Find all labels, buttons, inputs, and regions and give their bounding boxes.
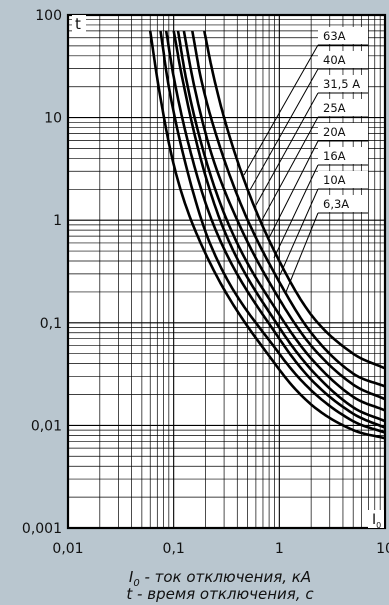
y-axis-symbol-bg	[72, 15, 86, 32]
x-axis-symbol-letter: I	[372, 512, 376, 528]
curve-25a	[176, 30, 386, 412]
y-axis-symbol: t	[75, 15, 81, 33]
y-tick-label: 0,01	[31, 418, 62, 434]
series-label-40a-leader	[249, 68, 319, 191]
curve-31-5-a	[182, 30, 386, 401]
series-label-25a-leader	[261, 116, 319, 221]
series-label-20a-leader	[267, 140, 319, 241]
series-label-10a-bg	[318, 171, 368, 188]
series-label-20a: 20A	[323, 125, 346, 139]
series-label-16a-leader	[273, 164, 319, 259]
series-label-10a: 10A	[323, 173, 346, 187]
series-label-6-3a-bg	[318, 195, 368, 212]
series-label-31-5-a-bg	[318, 75, 368, 92]
curve-10a	[159, 30, 386, 434]
y-tick-label: 1	[53, 213, 62, 229]
x-caption-letter: I	[129, 568, 134, 586]
y-tick-label: 0,1	[40, 316, 62, 332]
y-axis-caption: t - время отключения, с	[126, 585, 314, 603]
series-label-6-3a-leader	[285, 212, 319, 293]
curve-40a	[191, 30, 386, 388]
curve-63a	[203, 30, 386, 370]
curve-16a	[164, 30, 386, 429]
series-label-16a: 16A	[323, 149, 346, 163]
x-caption-sub: 0	[133, 578, 139, 589]
series-label-20a-bg	[318, 123, 368, 140]
plot-frame	[66, 13, 387, 530]
series-label-25a: 25A	[323, 101, 346, 115]
x-tick-label: 10	[376, 541, 389, 557]
curve-6-3a	[148, 30, 386, 440]
series-label-31-5-a-leader	[255, 92, 319, 206]
x-tick-label: 1	[275, 541, 284, 557]
series-label-63a-leader	[243, 44, 319, 176]
curves	[148, 30, 386, 440]
curve-20a	[172, 30, 386, 423]
series-label-16a-bg	[318, 147, 368, 164]
series-label-40a: 40A	[323, 53, 346, 67]
series-label-10a-leader	[279, 188, 319, 276]
y-tick-label: 0,001	[22, 521, 62, 537]
x-axis-symbol: I0	[372, 512, 381, 530]
series-label-63a: 63A	[323, 29, 346, 43]
tick-labels: 0,01 0,1 1 10 0,001 0,01 0,1 1 10 100	[22, 8, 389, 557]
series-label-31-5-a: 31,5 A	[323, 77, 360, 91]
series-label-6-3a: 6,3A	[323, 197, 349, 211]
series-label-40a-bg	[318, 51, 368, 68]
series-label-63a-bg	[318, 27, 368, 44]
y-tick-label: 100	[35, 8, 62, 24]
x-axis-symbol-bg	[368, 510, 384, 528]
x-tick-label: 0,01	[52, 541, 83, 557]
x-caption-text: - ток отключения, кА	[140, 568, 311, 586]
y-tick-label: 10	[44, 111, 62, 127]
x-axis-symbol-sub: 0	[376, 521, 381, 530]
series-label-25a-bg	[318, 99, 368, 116]
series-labels: 63A 40A 31,5 A 25A 20A 16A 10A 6,3A	[243, 27, 368, 293]
x-axis-caption: I0 - ток отключения, кА	[129, 568, 311, 589]
x-tick-label: 0,1	[163, 541, 185, 557]
